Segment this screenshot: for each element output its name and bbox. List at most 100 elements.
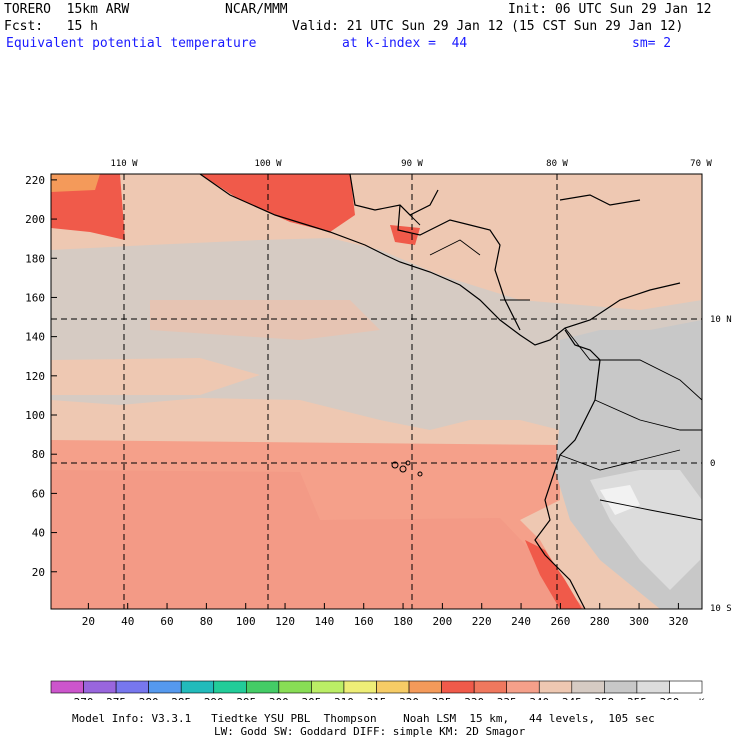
lat-label-0: 0 <box>710 459 715 469</box>
colorbar-swatch <box>538 680 573 694</box>
colorbar-tick-label: 295 <box>236 696 256 700</box>
colorbar-swatch <box>441 680 475 694</box>
colorbar <box>50 680 703 694</box>
field-land-white <box>600 485 640 515</box>
x-tick-label: 100 <box>236 615 256 628</box>
map-field <box>51 174 702 609</box>
colorbar-swatch <box>376 680 410 694</box>
coastlines <box>199 174 681 609</box>
field-gray-band <box>51 238 702 450</box>
field-peach-tongue <box>51 358 260 395</box>
colorbar-tick-label: 270 <box>74 696 94 700</box>
colorbar-tick-label: 330 <box>464 696 484 700</box>
smoothing-info: sm= 2 <box>632 36 672 51</box>
colorbar-tick-label: 310 <box>334 696 354 700</box>
map-figure: 20 40 60 80 100 120 140 160 180 200 220 240 260 280 30… <box>25 159 732 700</box>
colorbar-tick-label: 360 <box>660 696 680 700</box>
colorbar-tick-label: 275 <box>106 696 126 700</box>
x-tick-label: 80 <box>200 615 213 628</box>
x-tick-label: 220 <box>472 615 492 628</box>
island-1 <box>391 461 399 469</box>
colorbar-swatch <box>148 680 182 694</box>
colorbar-tick-label: 300 <box>269 696 289 700</box>
y-axis-ticks: 20 40 60 80 100 120 140 160 180 200 220 <box>25 174 57 579</box>
lon-label-100w: 100 W <box>254 159 282 169</box>
x-tick-label: 180 <box>393 615 413 628</box>
colorbar-tick-label: 305 <box>301 696 321 700</box>
colorbar-tick-label: 280 <box>139 696 159 700</box>
y-tick-label: 120 <box>25 370 45 383</box>
y-tick-label: 60 <box>32 487 45 500</box>
x-tick-label: 60 <box>160 615 173 628</box>
colorbar-tick-label: 325 <box>432 696 452 700</box>
x-tick-label: 120 <box>275 615 295 628</box>
colorbar-tick-label: 320 <box>399 696 419 700</box>
x-tick-label: 160 <box>354 615 374 628</box>
footer-model-info: Model Info: V3.3.1 Tiedtke YSU PBL Thomp… <box>72 712 655 725</box>
border-colombia-venezuela <box>564 327 702 401</box>
colorbar-swatch <box>669 680 703 694</box>
colorbar-swatch <box>311 680 345 694</box>
colorbar-swatch <box>343 680 377 694</box>
colorbar-tick-label: 355 <box>627 696 647 700</box>
model-name: TORERO 15km ARW <box>4 2 130 17</box>
coast-sa-pacific <box>534 329 601 609</box>
y-tick-label: 40 <box>32 527 45 540</box>
border-colombia-peru <box>594 399 702 431</box>
colorbar-tick-label: 315 <box>367 696 387 700</box>
colorbar-tick-label: 350 <box>594 696 614 700</box>
map-frame <box>50 173 703 610</box>
y-tick-label: 20 <box>32 566 45 579</box>
colorbar-tick-label: 285 <box>171 696 191 700</box>
coast-caribbean-ca <box>397 204 521 331</box>
field-peach-patch <box>150 300 380 340</box>
y-tick-label: 200 <box>25 213 45 226</box>
colorbar-swatch <box>246 680 280 694</box>
y-tick-label: 80 <box>32 448 45 461</box>
island-3 <box>405 460 411 466</box>
y-tick-label: 160 <box>25 291 45 304</box>
level-info: at k-index = 44 <box>342 36 468 51</box>
galapagos <box>391 460 423 477</box>
x-tick-label: 240 <box>511 615 531 628</box>
forecast-hour: Fcst: 15 h <box>4 19 98 34</box>
coast-cuba <box>559 194 641 206</box>
lon-label-90w: 90 W <box>401 159 423 169</box>
colorbar-tick-label: 345 <box>562 696 582 700</box>
x-tick-label: 40 <box>121 615 134 628</box>
colorbar-swatch <box>83 680 117 694</box>
island-2 <box>399 465 407 473</box>
x-tick-label: 20 <box>82 615 95 628</box>
field-south-inner <box>51 470 585 609</box>
field-name: Equivalent potential temperature <box>6 36 257 51</box>
lat-label-10n: 10 N <box>710 315 732 325</box>
y-tick-label: 100 <box>25 409 45 422</box>
colorbar-swatch <box>473 680 507 694</box>
border-peru-brazil <box>599 499 702 521</box>
coast-pacific-ca <box>199 174 681 346</box>
x-axis-ticks: 20 40 60 80 100 120 140 160 180 200 220 240 260 280 30… <box>82 603 688 628</box>
colorbar-swatch <box>571 680 605 694</box>
lat-label-10s: 10 S <box>710 604 732 614</box>
field-warm-north <box>200 174 355 232</box>
field-warm-peru <box>525 540 582 609</box>
colorbar-tick-label: 290 <box>204 696 224 700</box>
x-tick-label: 280 <box>590 615 610 628</box>
x-tick-label: 300 <box>629 615 649 628</box>
island-4 <box>417 471 423 477</box>
colorbar-swatch <box>636 680 670 694</box>
colorbar-tick-label: 335 <box>497 696 517 700</box>
x-tick-label: 140 <box>314 615 334 628</box>
init-time: Init: 06 UTC Sun 29 Jan 12 <box>508 2 712 17</box>
colorbar-swatch <box>180 680 215 694</box>
y-tick-label: 180 <box>25 252 45 265</box>
x-tick-label: 260 <box>550 615 570 628</box>
colorbar-swatch <box>408 680 442 694</box>
y-tick-label: 220 <box>25 174 45 187</box>
lon-label-70w: 70 W <box>690 159 712 169</box>
colorbar-swatch <box>213 680 247 694</box>
x-tick-label: 320 <box>668 615 688 628</box>
border-ecuador-peru <box>559 449 681 471</box>
borders <box>399 204 702 521</box>
colorbar-swatch <box>278 680 312 694</box>
